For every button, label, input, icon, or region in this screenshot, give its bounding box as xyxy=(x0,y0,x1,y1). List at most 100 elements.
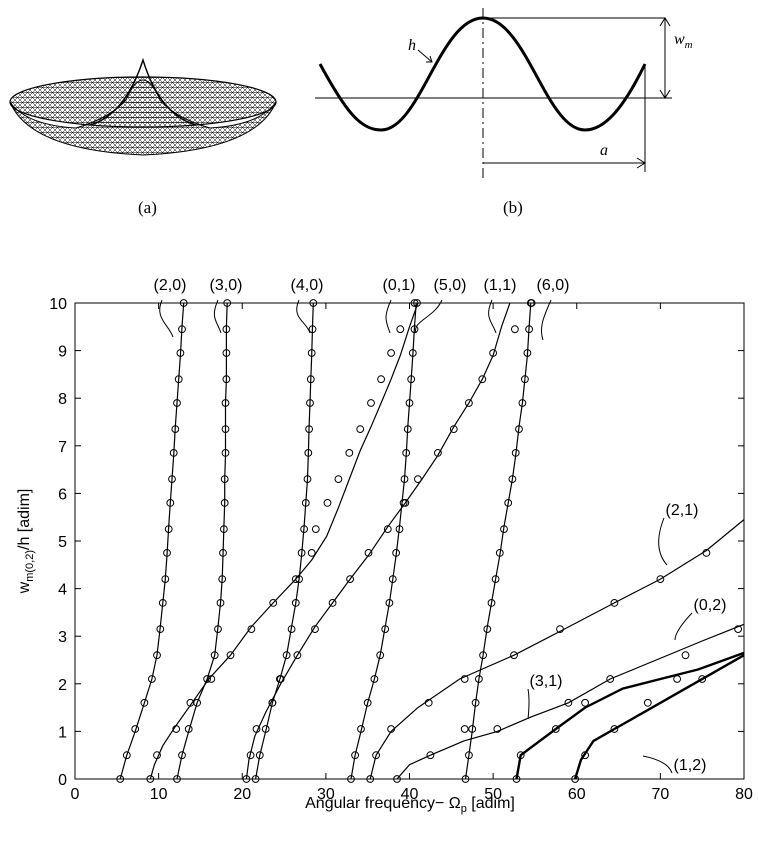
data-point-31 xyxy=(581,698,589,707)
data-point-30 xyxy=(184,725,193,733)
mode-label: (2,1) xyxy=(666,502,699,519)
data-point-02 xyxy=(493,725,502,733)
data-point-11 xyxy=(401,499,410,507)
y-tick-label: 10 xyxy=(49,296,67,313)
data-point-20 xyxy=(178,325,186,334)
data-point-60 xyxy=(504,499,513,507)
data-point-50 xyxy=(385,599,394,607)
data-point-40 xyxy=(282,651,291,660)
data-point-60 xyxy=(526,299,535,307)
data-point-40 xyxy=(307,349,316,357)
data-point-30 xyxy=(214,625,222,633)
data-point-20 xyxy=(176,349,185,357)
data-point-40 xyxy=(300,525,309,533)
data-point-01 xyxy=(269,599,278,607)
annotation-arrow xyxy=(658,517,668,566)
mode-annotations: (2,0) (3,0) (4,0) (0,1) (5,0) (1,1) (6,0) (2,1)… xyxy=(154,277,727,774)
y-tick-label: 5 xyxy=(58,534,67,551)
data-point-50 xyxy=(405,399,414,407)
data-point-21 xyxy=(702,549,711,557)
data-point-40 xyxy=(309,299,318,307)
series-line-02 xyxy=(396,623,745,780)
x-tick-label: 70 xyxy=(651,786,669,803)
mode-label: (3,1) xyxy=(530,673,563,690)
series-lines xyxy=(119,302,745,780)
y-tick-label: 0 xyxy=(58,772,67,789)
data-point-50 xyxy=(400,475,409,484)
data-point-30 xyxy=(218,575,227,583)
label-a: a xyxy=(600,142,608,159)
data-point-60 xyxy=(521,375,529,384)
y-tick-label: 2 xyxy=(58,677,67,694)
data-point-02 xyxy=(393,775,401,783)
data-point-40 xyxy=(261,725,270,733)
data-point-30 xyxy=(220,499,229,507)
data-point-40 xyxy=(306,399,314,407)
series-points xyxy=(116,299,742,783)
data-point-12 xyxy=(643,698,652,707)
data-point-11 xyxy=(311,625,319,633)
data-point-60 xyxy=(471,698,480,707)
data-point-20 xyxy=(173,399,181,407)
data-point-30 xyxy=(219,549,227,557)
data-point-40 xyxy=(287,625,296,633)
annotation-arrow xyxy=(385,299,392,334)
x-tick-label: 30 xyxy=(317,786,335,803)
annotation-arrow xyxy=(213,299,222,334)
data-point-20 xyxy=(166,499,175,507)
data-point-12 xyxy=(581,751,589,760)
data-point-60 xyxy=(475,675,483,683)
data-point-50 xyxy=(351,751,360,760)
data-point-01 xyxy=(146,775,155,783)
data-point-11 xyxy=(478,375,487,384)
data-point-01 xyxy=(356,425,365,434)
data-point-11 xyxy=(489,349,498,357)
data-point-60 xyxy=(515,425,523,434)
annotation-arrow xyxy=(296,299,311,334)
data-point-11 xyxy=(242,775,251,783)
annotation-arrow xyxy=(415,299,443,334)
data-point-01 xyxy=(153,751,161,760)
data-point-01 xyxy=(226,651,235,660)
data-point-01 xyxy=(345,449,354,457)
series-line-31 xyxy=(515,651,745,780)
data-point-30 xyxy=(221,449,230,457)
data-point-50 xyxy=(413,299,421,307)
y-axis-label: wm(0,2)/h [adim] xyxy=(16,489,36,595)
data-point-11 xyxy=(511,325,519,334)
series-line-11 xyxy=(245,302,511,780)
data-point-30 xyxy=(222,375,231,384)
data-point-60 xyxy=(491,575,500,583)
data-point-50 xyxy=(363,698,372,707)
mode-label: (6,0) xyxy=(537,277,570,294)
data-point-60 xyxy=(487,599,496,607)
data-point-20 xyxy=(179,299,188,307)
data-point-11 xyxy=(434,449,442,457)
data-point-21 xyxy=(366,775,375,783)
data-point-01 xyxy=(323,499,332,507)
annotation-arrow xyxy=(488,299,497,334)
data-point-60 xyxy=(508,475,517,484)
data-point-50 xyxy=(392,549,401,557)
data-point-02 xyxy=(734,625,742,633)
series-line-21 xyxy=(369,519,745,780)
data-point-02 xyxy=(460,725,469,733)
x-tick-label: 10 xyxy=(150,786,168,803)
caption-b: (b) xyxy=(503,198,523,217)
data-point-50 xyxy=(402,449,411,457)
data-point-30 xyxy=(220,475,229,484)
y-tick-label: 7 xyxy=(58,439,67,456)
data-point-30 xyxy=(222,325,231,334)
data-point-60 xyxy=(483,625,492,633)
y-tick-label: 9 xyxy=(58,344,67,361)
data-point-31 xyxy=(516,751,525,760)
data-point-20 xyxy=(140,698,149,707)
data-point-50 xyxy=(370,675,379,683)
data-point-21 xyxy=(610,599,619,607)
data-point-40 xyxy=(308,325,317,334)
data-point-50 xyxy=(388,575,397,583)
mode-label: (4,0) xyxy=(291,277,324,294)
caption-a: (a) xyxy=(138,198,157,217)
data-point-50 xyxy=(407,375,416,384)
